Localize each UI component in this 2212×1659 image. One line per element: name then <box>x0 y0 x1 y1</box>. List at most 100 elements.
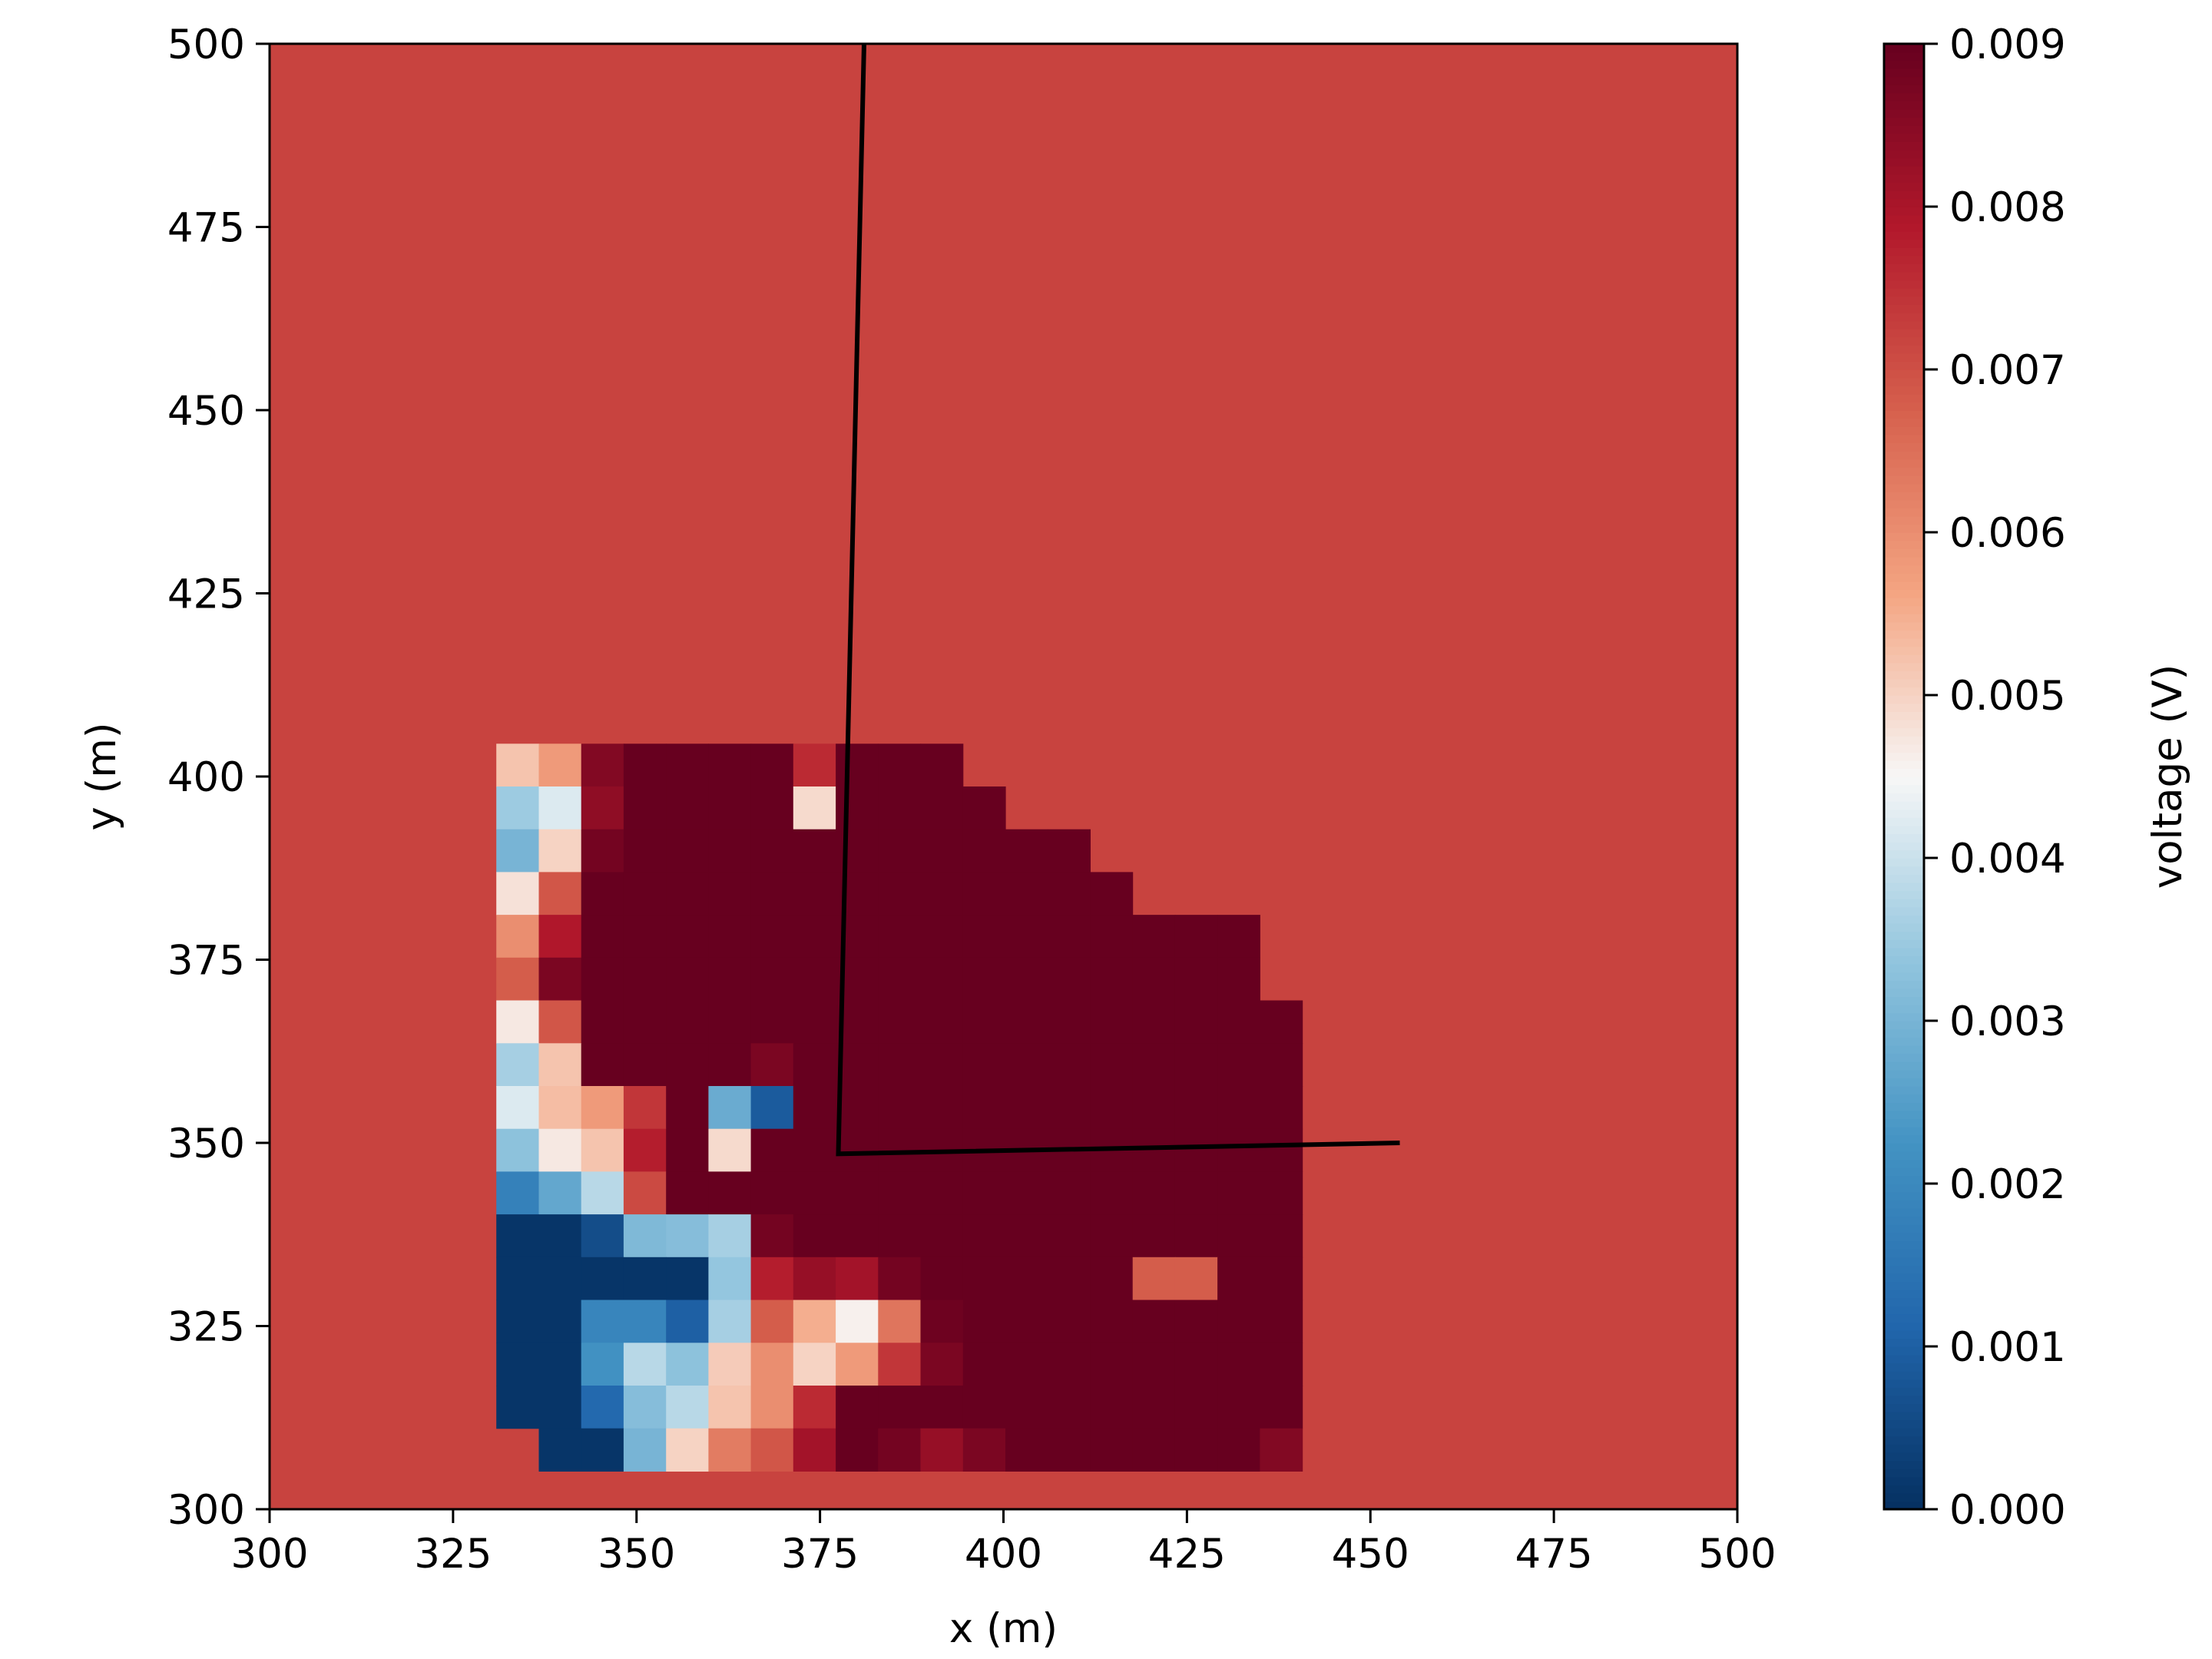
heatmap-cell <box>581 743 624 787</box>
colorbar-tick-label: 0.003 <box>1949 998 2066 1045</box>
heatmap-cell <box>1132 1043 1176 1087</box>
heatmap-cell <box>1005 829 1048 873</box>
colorbar-segment <box>1884 1248 1924 1258</box>
colorbar-tick-label: 0.002 <box>1949 1161 2066 1208</box>
heatmap-cell <box>750 829 794 873</box>
heatmap-cell <box>878 743 922 787</box>
y-tick-label: 450 <box>167 388 245 435</box>
colorbar-segment <box>1884 1265 1924 1274</box>
heatmap-cell <box>750 1000 794 1044</box>
heatmap-cell <box>1174 1000 1218 1044</box>
heatmap-cell <box>708 1343 752 1386</box>
heatmap-cell <box>666 1428 709 1472</box>
colorbar-segment <box>1884 955 1924 965</box>
heatmap-cell <box>1260 1086 1303 1130</box>
heatmap-cell <box>1048 1000 1091 1044</box>
colorbar-label: voltage (V) <box>2144 664 2191 889</box>
heatmap-cell <box>581 1171 624 1215</box>
heatmap-cell <box>623 1300 667 1343</box>
colorbar-segment <box>1884 1363 1924 1372</box>
heatmap-cell <box>538 1386 582 1429</box>
heatmap-cell <box>878 1000 922 1044</box>
colorbar-segment <box>1884 980 1924 989</box>
heatmap-cell <box>538 1343 582 1386</box>
heatmap-cell <box>666 957 709 1002</box>
heatmap-cell <box>1005 1343 1048 1386</box>
y-tick-label: 475 <box>167 205 245 252</box>
colorbar-segment <box>1884 263 1924 273</box>
x-tick-label: 350 <box>598 1531 675 1578</box>
colorbar-segment <box>1884 459 1924 468</box>
heatmap-cell <box>1260 1128 1303 1172</box>
heatmap-cell <box>793 743 836 787</box>
heatmap-cell <box>750 1043 794 1087</box>
colorbar-segment <box>1884 1200 1924 1209</box>
heatmap-cell <box>581 1428 624 1472</box>
heatmap-cell <box>836 829 879 873</box>
colorbar-segment <box>1884 141 1924 151</box>
colorbar-segment <box>1884 239 1924 248</box>
colorbar-tick-label: 0.001 <box>1949 1324 2066 1371</box>
heatmap-cell <box>878 1428 922 1472</box>
colorbar-segment <box>1884 858 1924 867</box>
heatmap-cell <box>623 872 667 916</box>
colorbar-segment <box>1884 336 1924 346</box>
colorbar-segment <box>1884 1492 1924 1502</box>
heatmap-cell <box>1090 1343 1134 1386</box>
heatmap-cell <box>623 1214 667 1258</box>
colorbar-segment <box>1884 793 1924 802</box>
heatmap-cell <box>1132 1000 1176 1044</box>
heatmap-cell <box>750 1086 794 1130</box>
heatmap-cell <box>836 1214 879 1258</box>
colorbar-segment <box>1884 1306 1924 1315</box>
heatmap-cell <box>581 1086 624 1130</box>
heatmap-cell <box>666 872 709 916</box>
heatmap-cell <box>793 915 836 959</box>
heatmap-cell <box>1090 1214 1134 1258</box>
heatmap-cell <box>623 1428 667 1472</box>
colorbar-segment <box>1884 426 1924 435</box>
heatmap-cell <box>666 1128 709 1172</box>
heatmap-cell <box>623 1171 667 1215</box>
colorbar-frame <box>1883 42 1926 1511</box>
heatmap-cell <box>1090 1300 1134 1343</box>
heatmap-cell <box>750 957 794 1002</box>
heatmap-cell <box>962 1086 1006 1130</box>
colorbar-segment <box>1884 1012 1924 1022</box>
heatmap-cell <box>581 1386 624 1429</box>
heatmap-cell <box>666 1257 709 1301</box>
colorbar-segment <box>1884 565 1924 574</box>
heatmap-cell <box>793 786 836 830</box>
colorbar-segment <box>1884 800 1924 810</box>
heatmap-cell <box>1260 1043 1303 1087</box>
heatmap-cell <box>708 1043 752 1087</box>
heatmap-cell <box>538 1128 582 1172</box>
heatmap-cell <box>878 786 922 830</box>
colorbar-segment <box>1884 573 1924 582</box>
heatmap-cell <box>496 872 539 916</box>
colorbar-segment <box>1884 271 1924 281</box>
colorbar-segment <box>1884 1281 1924 1290</box>
heatmap-cell <box>962 829 1006 873</box>
colorbar-segment <box>1884 60 1924 69</box>
heatmap-cell <box>750 1128 794 1172</box>
heatmap-cell <box>920 1386 964 1429</box>
colorbar-segment <box>1884 410 1924 419</box>
colorbar-segment <box>1884 1021 1924 1030</box>
overlay-layer <box>836 43 1400 1157</box>
heatmap-cell <box>750 1343 794 1386</box>
heatmap-cell <box>1090 1386 1134 1429</box>
colorbar-segment <box>1884 312 1924 322</box>
heatmap-cell <box>538 1171 582 1215</box>
colorbar-segment <box>1884 247 1924 257</box>
colorbar-segment <box>1884 988 1924 997</box>
heatmap-cell <box>920 1000 964 1044</box>
heatmap-cell <box>666 1300 709 1343</box>
heatmap-cell <box>750 1300 794 1343</box>
heatmap-cell <box>1005 872 1048 916</box>
colorbar-segment <box>1884 508 1924 517</box>
y-tick-label: 400 <box>167 754 245 801</box>
heatmap-cell <box>1005 957 1048 1002</box>
heatmap-cell <box>666 1171 709 1215</box>
heatmap-cell <box>878 1043 922 1087</box>
